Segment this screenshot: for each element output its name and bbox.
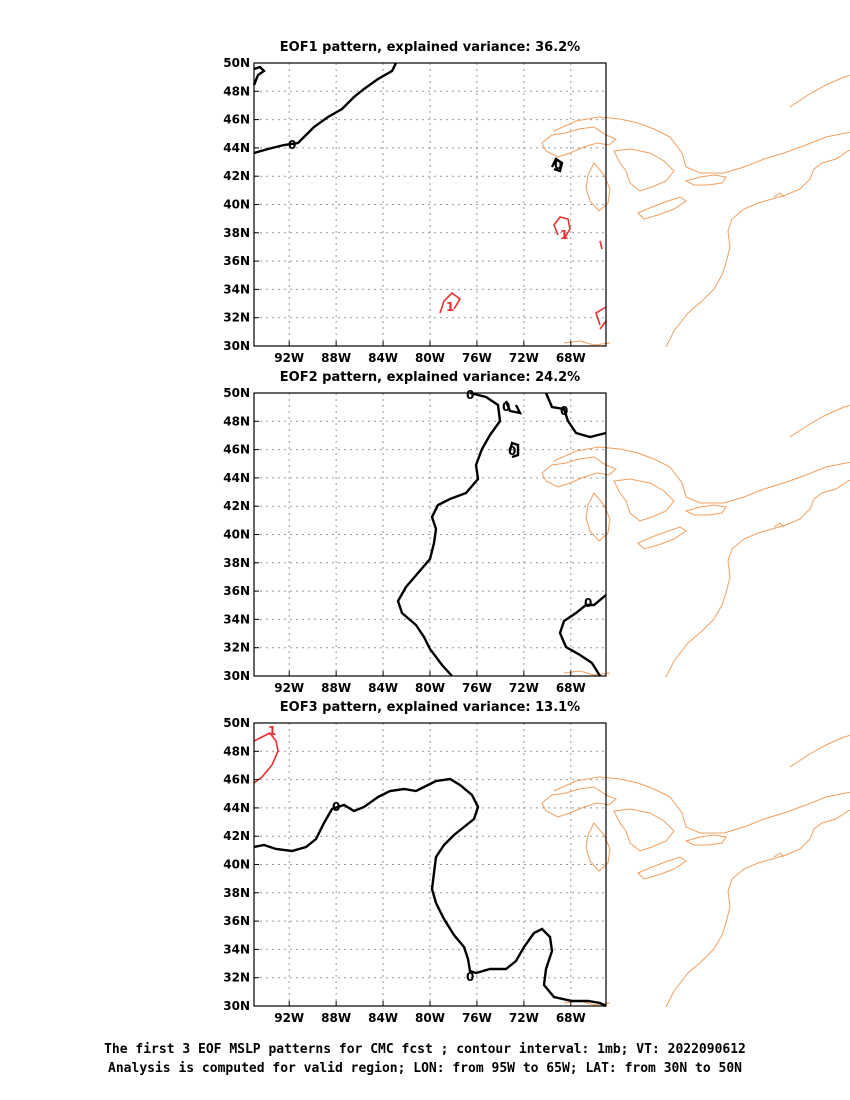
lon-tick-label: 80W: [415, 1011, 445, 1025]
lat-tick-label: 36N: [223, 254, 250, 268]
lat-tick-label: 32N: [223, 311, 250, 325]
positive-contour: [595, 306, 607, 330]
lat-tick-label: 36N: [223, 914, 250, 928]
lon-tick-label: 88W: [321, 1011, 351, 1025]
lat-tick-label: 30N: [223, 339, 250, 353]
lon-tick-label: 88W: [321, 351, 351, 365]
zero-contour: [252, 65, 266, 86]
lon-tick-label: 68W: [556, 351, 586, 365]
lat-tick-label: 34N: [223, 942, 250, 956]
lat-tick-label: 32N: [223, 641, 250, 655]
zero-contour: [550, 157, 564, 173]
lon-tick-label: 84W: [368, 351, 398, 365]
lon-tick-label: 72W: [509, 1011, 539, 1025]
lon-tick-label: 76W: [462, 1011, 492, 1025]
lon-tick-label: 68W: [556, 681, 586, 695]
panel-title: EOF1 pattern, explained variance: 36.2%: [280, 40, 580, 55]
lat-tick-label: 40N: [223, 528, 250, 542]
positive-contour: [553, 216, 571, 240]
contour-label-zero: 0: [584, 596, 592, 610]
lat-tick-label: 44N: [223, 141, 250, 155]
lat-tick-label: 34N: [223, 612, 250, 626]
positive-contour: [599, 240, 603, 250]
lat-tick-label: 50N: [223, 386, 250, 400]
zero-contour: [508, 441, 520, 459]
lon-tick-label: 92W: [274, 351, 304, 365]
lat-tick-label: 50N: [223, 56, 250, 70]
lat-tick-label: 38N: [223, 886, 250, 900]
lat-tick-label: 48N: [223, 744, 250, 758]
contour-label-zero: 0: [508, 444, 516, 458]
zero-contour: [558, 594, 607, 677]
figure-caption-line1: The first 3 EOF MSLP patterns for CMC fc…: [104, 1042, 746, 1057]
contour-label-one: 1: [560, 228, 568, 242]
lon-tick-label: 92W: [274, 1011, 304, 1025]
zero-contour: [396, 391, 502, 677]
lat-tick-label: 32N: [223, 971, 250, 985]
lat-tick-label: 48N: [223, 84, 250, 98]
lon-tick-label: 80W: [415, 681, 445, 695]
lat-lon-grid: [254, 723, 606, 1006]
lat-tick-label: 30N: [223, 999, 250, 1013]
lon-tick-label: 92W: [274, 681, 304, 695]
lat-tick-label: 42N: [223, 169, 250, 183]
panel-title: EOF2 pattern, explained variance: 24.2%: [280, 370, 580, 385]
lat-tick-label: 30N: [223, 669, 250, 683]
positive-contour: [253, 731, 279, 784]
figure-caption-line2: Analysis is computed for valid region; L…: [108, 1061, 742, 1076]
contour-label-zero: 0: [554, 158, 562, 172]
zero-contour: [253, 777, 607, 1008]
contour-label-one: 1: [268, 724, 276, 738]
lon-tick-label: 72W: [509, 351, 539, 365]
lat-tick-label: 50N: [223, 716, 250, 730]
panel-title: EOF3 pattern, explained variance: 13.1%: [280, 700, 580, 715]
contour-label-zero: 0: [288, 138, 296, 152]
lat-tick-label: 46N: [223, 113, 250, 127]
zero-contour: [253, 62, 398, 155]
positive-contour: [439, 291, 462, 314]
lon-tick-label: 80W: [415, 351, 445, 365]
contour-label-zero: 0: [560, 404, 568, 418]
lon-tick-label: 72W: [509, 681, 539, 695]
contour-label-zero: 0: [332, 800, 340, 814]
panel-eof3: 0 0 1 30N32N34N36N38N40N42N44N46N48N50N …: [223, 700, 850, 1025]
lat-tick-label: 48N: [223, 414, 250, 428]
lon-tick-label: 88W: [321, 681, 351, 695]
lat-tick-label: 40N: [223, 858, 250, 872]
lat-tick-label: 36N: [223, 584, 250, 598]
zero-contour: [504, 400, 523, 415]
lat-tick-label: 34N: [223, 282, 250, 296]
zero-contour: [544, 392, 607, 439]
lat-tick-label: 44N: [223, 801, 250, 815]
panel-eof2: 0 0 0 0 0 30N 32N 34N 36N 38N 40N 42N 44N 46N 48N…: [223, 370, 850, 695]
contour-label-zero: 0: [466, 970, 474, 984]
lat-tick-label: 40N: [223, 198, 250, 212]
lon-tick-label: 84W: [368, 681, 398, 695]
lat-tick-label: 38N: [223, 226, 250, 240]
lat-tick-label: 42N: [223, 829, 250, 843]
lon-tick-label: 76W: [462, 351, 492, 365]
lat-tick-label: 42N: [223, 499, 250, 513]
lat-tick-label: 38N: [223, 556, 250, 570]
lon-tick-label: 76W: [462, 681, 492, 695]
lon-tick-label: 68W: [556, 1011, 586, 1025]
lat-lon-grid: [254, 63, 606, 346]
contour-label-one: 1: [446, 300, 454, 314]
panel-eof1: 0 0 1 1 30N 32N 34N 36N 38N 40N 42N 44N 46N 48N 50…: [223, 40, 850, 365]
lat-tick-label: 46N: [223, 773, 250, 787]
contour-label-zero: 0: [502, 400, 510, 414]
lon-tick-label: 84W: [368, 1011, 398, 1025]
lat-tick-label: 44N: [223, 471, 250, 485]
contour-label-zero: 0: [466, 388, 474, 402]
lat-tick-label: 46N: [223, 443, 250, 457]
